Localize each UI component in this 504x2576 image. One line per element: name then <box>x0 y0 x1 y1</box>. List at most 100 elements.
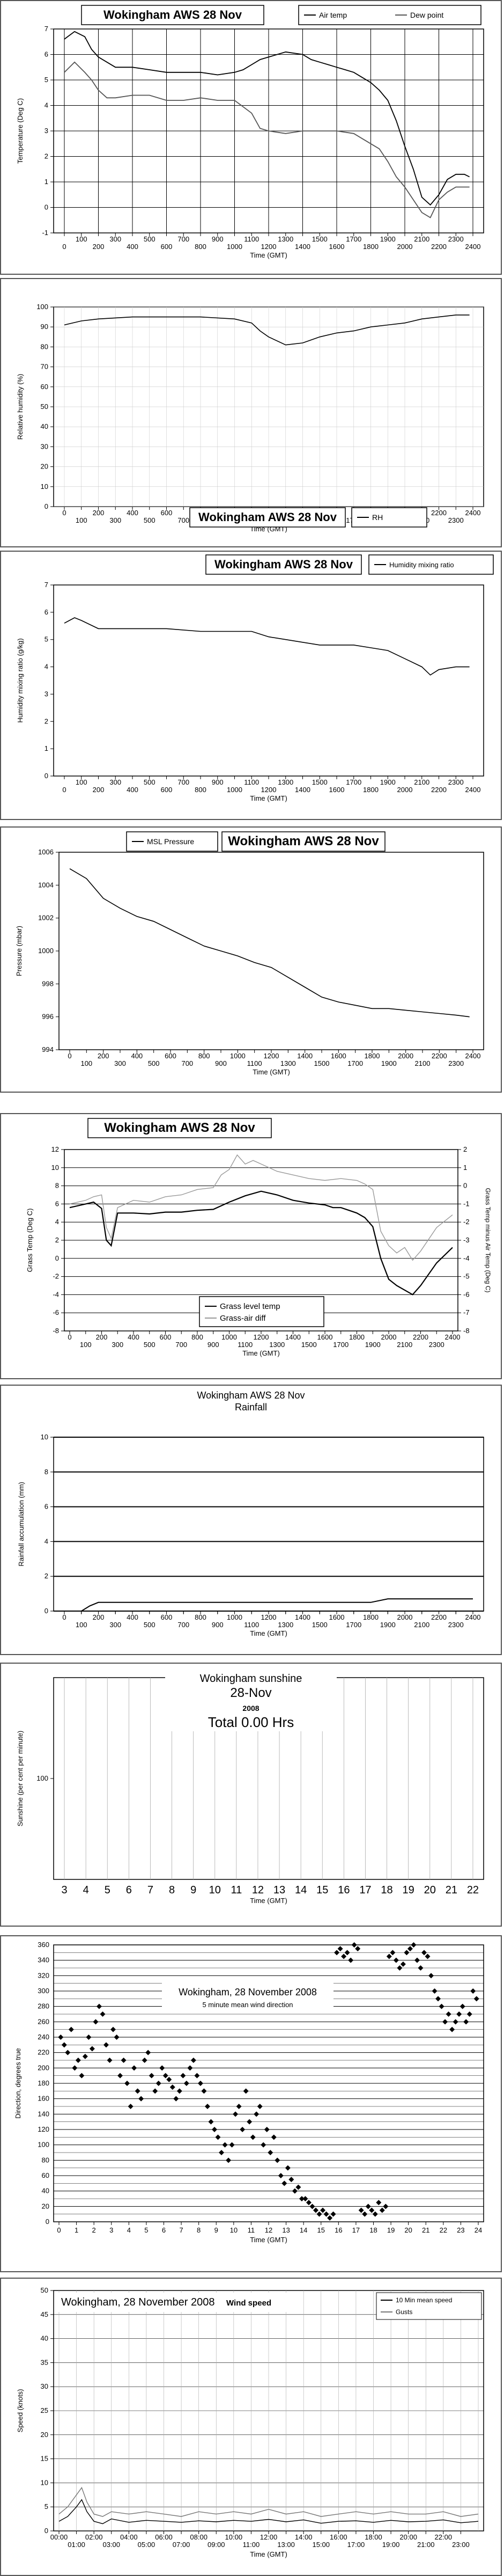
y-tick-label: 10 <box>41 1433 48 1441</box>
x-tick-label: 01:00 <box>68 2541 85 2549</box>
x-tick-label: 11 <box>231 1884 242 1896</box>
wind-direction-point <box>190 2058 196 2063</box>
x-tick-label: 1400 <box>295 786 310 794</box>
x-tick-label: 1400 <box>285 1333 301 1341</box>
y-tick-label: 1006 <box>38 848 54 856</box>
y-tick-label: 260 <box>38 2017 49 2025</box>
x-tick-label: 9 <box>190 1884 196 1896</box>
y-tick-label: 3 <box>45 690 48 698</box>
x-tick-label: 700 <box>181 1059 193 1067</box>
chart-panel-wind-speed: 0 5 10 15 20 25 30 35 40 45 50 00:00 02:00 04:00 06:00… <box>0 2278 502 2576</box>
chart-title: Wokingham AWS 28 Nov <box>198 510 337 524</box>
title-box <box>221 831 386 852</box>
wind-direction-point <box>379 2207 385 2213</box>
wind-direction-point <box>135 2088 140 2094</box>
x-tick-label: 07:00 <box>173 2541 190 2549</box>
x-tick-label: 0 <box>62 786 66 794</box>
y-tick-label: 10 <box>51 1163 59 1172</box>
x-tick-label: 2300 <box>448 235 464 243</box>
y-axis-label: Direction, degrees true <box>14 2048 22 2119</box>
wind-direction-point <box>327 2215 333 2221</box>
x-tick-label: 1800 <box>363 786 379 794</box>
wind-direction-point <box>435 1996 441 2002</box>
x-tick-label: 21 <box>446 1884 457 1896</box>
y-tick-label: 100 <box>36 303 48 311</box>
legend-label: Grass-air diff <box>220 1314 266 1323</box>
x-tick-label: 1300 <box>278 778 293 786</box>
wind-direction-point <box>75 2058 81 2063</box>
x-tick-label: 00:00 <box>50 2533 68 2541</box>
legend-label: Dew point <box>410 11 443 19</box>
x-tick-label: 300 <box>109 778 121 786</box>
chart-title: Wokingham AWS 28 Nov <box>197 1390 305 1401</box>
y-tick-label: 50 <box>41 402 48 411</box>
x-tick-label: 21 <box>422 2226 429 2234</box>
wind-direction-point <box>320 2207 326 2213</box>
y-tick-label: 30 <box>41 442 48 450</box>
y-tick-label: 70 <box>41 363 48 371</box>
wind-direction-point <box>330 2211 336 2217</box>
x-tick-label: 2100 <box>397 1341 412 1349</box>
wind-direction-point <box>219 2150 225 2155</box>
wind-direction-point <box>215 2134 221 2140</box>
wind-direction-point <box>240 2127 246 2132</box>
y-tick-label: 300 <box>38 1987 49 1995</box>
wind-direction-point <box>295 2184 301 2190</box>
x-tick-label: 24 <box>475 2226 482 2234</box>
wind-direction-point <box>236 2104 242 2109</box>
x-axis-label: Time (GMT) <box>250 794 287 802</box>
x-tick-label: 14 <box>300 2226 307 2234</box>
wind-direction-point <box>250 2134 256 2140</box>
y-tick-label: 40 <box>41 422 48 430</box>
x-tick-label: 500 <box>144 1341 155 1349</box>
title-backdrop <box>162 1982 333 2014</box>
x-tick-label: 22:00 <box>435 2533 453 2541</box>
x-tick-label: 12:00 <box>260 2533 278 2541</box>
wind-direction-point <box>456 2011 462 2017</box>
x-tick-label: 1500 <box>301 1341 317 1349</box>
x-tick-label: 12 <box>252 1884 264 1896</box>
wind-direction-point <box>197 2081 203 2086</box>
wind-direction-point <box>264 2127 270 2132</box>
y-tick-label: 160 <box>38 2095 49 2103</box>
x-tick-label: 900 <box>212 778 224 786</box>
wind-direction-point <box>208 2119 214 2125</box>
y-tick-label-right: -7 <box>463 1308 470 1316</box>
x-tick-label: 2400 <box>465 786 481 794</box>
x-tick-label: 400 <box>127 509 138 517</box>
x-tick-label: 03:00 <box>102 2541 120 2549</box>
y-tick-label: 0 <box>45 772 48 780</box>
x-tick-label: 1500 <box>312 778 328 786</box>
x-tick-label: 09:00 <box>207 2541 225 2549</box>
wind-direction-point <box>414 1957 420 1963</box>
wind-direction-point <box>204 2104 210 2109</box>
legend-label: RH <box>372 513 383 522</box>
chart-title: Wokingham AWS 28 Nov <box>214 558 353 571</box>
x-tick-label: 1200 <box>261 243 277 251</box>
wind-direction-point <box>229 2142 235 2148</box>
wind-direction-point <box>271 2134 277 2140</box>
y-tick-label: 0 <box>45 1607 48 1615</box>
y-tick-label: 994 <box>42 1045 54 1053</box>
x-tick-label: 500 <box>144 235 155 243</box>
wind-direction-point <box>211 2127 217 2132</box>
y-axis-label: Sunshine (per cent per minute) <box>16 1731 24 1826</box>
x-tick-label: 08:00 <box>190 2533 207 2541</box>
wind-direction-point <box>285 2165 291 2171</box>
chart-panel-temperature: -1 0 1 2 3 4 5 6 7 100 300 500 700 900 1100 1300 1500 170… <box>0 0 502 275</box>
x-tick-label: 2400 <box>465 243 481 251</box>
x-tick-label: 600 <box>161 243 173 251</box>
wind-direction-point <box>418 1965 424 1971</box>
x-tick-label: 500 <box>144 1621 155 1629</box>
chart-title: Wokingham, 28 November 2008 <box>61 2296 214 2308</box>
legend-label: Air temp <box>319 11 347 19</box>
x-tick-label: 400 <box>127 786 138 794</box>
x-tick-label: 02:00 <box>85 2533 103 2541</box>
x-tick-label: 6 <box>126 1884 132 1896</box>
x-tick-label: 1600 <box>329 786 345 794</box>
x-tick-label: 2200 <box>413 1333 428 1341</box>
x-tick-label: 2000 <box>398 1052 413 1060</box>
x-tick-label: 1800 <box>365 1052 380 1060</box>
y-tick-label: 50 <box>41 2286 48 2294</box>
